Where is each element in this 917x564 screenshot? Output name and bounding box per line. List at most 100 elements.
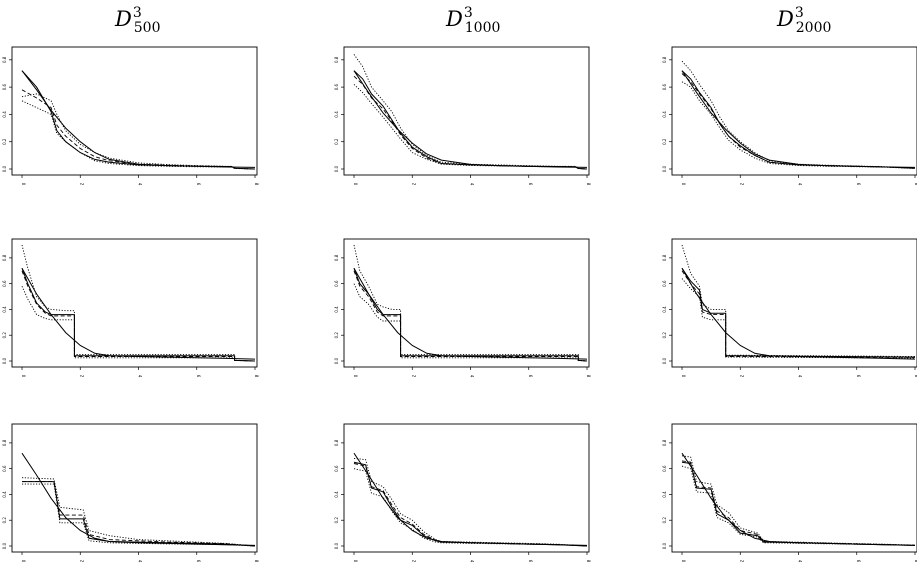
series-line-dashed [681, 73, 916, 169]
y-tick-label: 0.6 [662, 465, 667, 472]
x-tick-label: 0 [21, 560, 26, 563]
series-line-solid [353, 267, 588, 360]
series-line-dashed [353, 463, 588, 547]
panel-r3-c3: 0 2 4 6 8 0.0 0.2 0.4 0.6 0.8 [662, 423, 917, 563]
series-line-solid [353, 268, 588, 362]
x-tick-label: 0 [681, 375, 686, 378]
series-line-dashed [21, 89, 256, 170]
series-line-solid [681, 267, 916, 358]
series-line-dotted [21, 286, 256, 362]
x-tick-label: 8 [254, 183, 259, 186]
y-tick-label: 0.6 [662, 83, 667, 90]
y-tick-label: 0.8 [334, 439, 339, 446]
series-line-dotted [353, 244, 588, 362]
y-tick-label: 0.0 [334, 357, 339, 364]
y-tick-label: 0.0 [2, 542, 7, 549]
x-tick-label: 0 [21, 375, 26, 378]
x-tick-label: 4 [470, 375, 475, 378]
x-tick-label: 4 [798, 560, 803, 563]
x-tick-label: 0 [681, 560, 686, 563]
panel-r3-c1: 0 2 4 6 8 0.0 0.2 0.4 0.6 0.8 [2, 423, 259, 563]
title-superscript: 3 [795, 5, 804, 21]
y-tick-label: 0.2 [334, 138, 339, 145]
series-line-dashed [353, 270, 588, 362]
y-tick-label: 0.6 [2, 83, 7, 90]
panel-r2-c2: 0 2 4 6 8 0.0 0.2 0.4 0.6 0.8 [334, 238, 591, 378]
x-tick-label: 6 [196, 560, 201, 563]
y-tick-label: 0.0 [662, 357, 667, 364]
x-tick-label: 2 [739, 183, 744, 186]
y-tick-label: 0.4 [2, 306, 7, 313]
x-tick-label: 0 [21, 183, 26, 186]
title-base: D [445, 7, 463, 31]
y-tick-label: 0.2 [334, 517, 339, 524]
series-line-solid [353, 461, 588, 547]
series-line-dotted [681, 278, 916, 359]
x-tick-label: 4 [798, 183, 803, 186]
y-tick-label: 0.8 [334, 56, 339, 63]
title-base: D [776, 7, 794, 31]
series-line-dotted [21, 100, 256, 170]
x-tick-label: 6 [856, 560, 861, 563]
series-line-dashed [353, 75, 588, 170]
plot-frame [343, 423, 590, 553]
title-superscript: 3 [133, 5, 142, 21]
series-line-solid [681, 461, 916, 546]
y-tick-label: 0.2 [662, 332, 667, 339]
title-subscript: 1000 [465, 20, 501, 36]
y-tick-label: 0.2 [2, 332, 7, 339]
x-tick-label: 6 [196, 183, 201, 186]
y-tick-label: 0.8 [2, 439, 7, 446]
title-subscript: 500 [134, 20, 161, 36]
x-tick-label: 6 [196, 375, 201, 378]
x-tick-label: 8 [254, 560, 259, 563]
y-tick-label: 0.0 [2, 357, 7, 364]
y-tick-label: 0.4 [662, 491, 667, 498]
plot-frame [343, 238, 590, 368]
series-line-dotted [353, 283, 588, 362]
plot-frame [671, 238, 917, 368]
x-tick-label: 2 [739, 560, 744, 563]
plot-frame [11, 238, 258, 368]
y-tick-label: 0.8 [2, 56, 7, 63]
column-title-2: D3 1000 [445, 5, 500, 36]
y-tick-label: 0.4 [2, 491, 7, 498]
plot-frame [343, 46, 590, 176]
panel-r3-c2: 0 2 4 6 8 0.0 0.2 0.4 0.6 0.8 [334, 423, 591, 563]
y-tick-label: 0.4 [2, 111, 7, 118]
series-line-solid [681, 70, 916, 168]
title-subscript: 2000 [796, 20, 832, 36]
y-tick-label: 0.8 [334, 254, 339, 261]
series-line-dashed [22, 481, 256, 547]
y-tick-label: 0.6 [662, 280, 667, 287]
panel-r2-c1: 0 2 4 6 8 0.0 0.2 0.4 0.6 0.8 [2, 238, 259, 378]
y-tick-label: 0.8 [662, 56, 667, 63]
panel-r1-c1: 0 2 4 6 8 0.0 0.2 0.4 0.6 0.8 [2, 46, 259, 186]
y-tick-label: 0.6 [2, 280, 7, 287]
x-tick-label: 0 [353, 375, 358, 378]
x-tick-label: 4 [470, 560, 475, 563]
series-line-dotted [353, 54, 588, 170]
x-tick-label: 8 [914, 183, 917, 186]
y-tick-label: 0.0 [2, 165, 7, 172]
series-line-solid [21, 267, 256, 360]
y-tick-label: 0.2 [662, 517, 667, 524]
y-tick-label: 0.4 [334, 111, 339, 118]
y-tick-label: 0.2 [2, 517, 7, 524]
y-tick-label: 0.0 [334, 165, 339, 172]
x-tick-label: 2 [739, 375, 744, 378]
column-title-3: D3 2000 [776, 5, 831, 36]
y-tick-label: 0.0 [334, 542, 339, 549]
x-tick-label: 8 [914, 375, 917, 378]
x-tick-label: 0 [353, 183, 358, 186]
series-line-dotted [681, 81, 916, 169]
series-line-solid [21, 70, 256, 168]
x-tick-label: 2 [79, 375, 84, 378]
column-title-1: D3 500 [114, 5, 161, 36]
x-tick-label: 8 [254, 375, 259, 378]
y-tick-label: 0.2 [2, 138, 7, 145]
title-base: D [114, 7, 132, 31]
x-tick-label: 4 [138, 560, 143, 563]
series-line-solid [681, 452, 916, 546]
series-line-dashed [681, 460, 916, 546]
